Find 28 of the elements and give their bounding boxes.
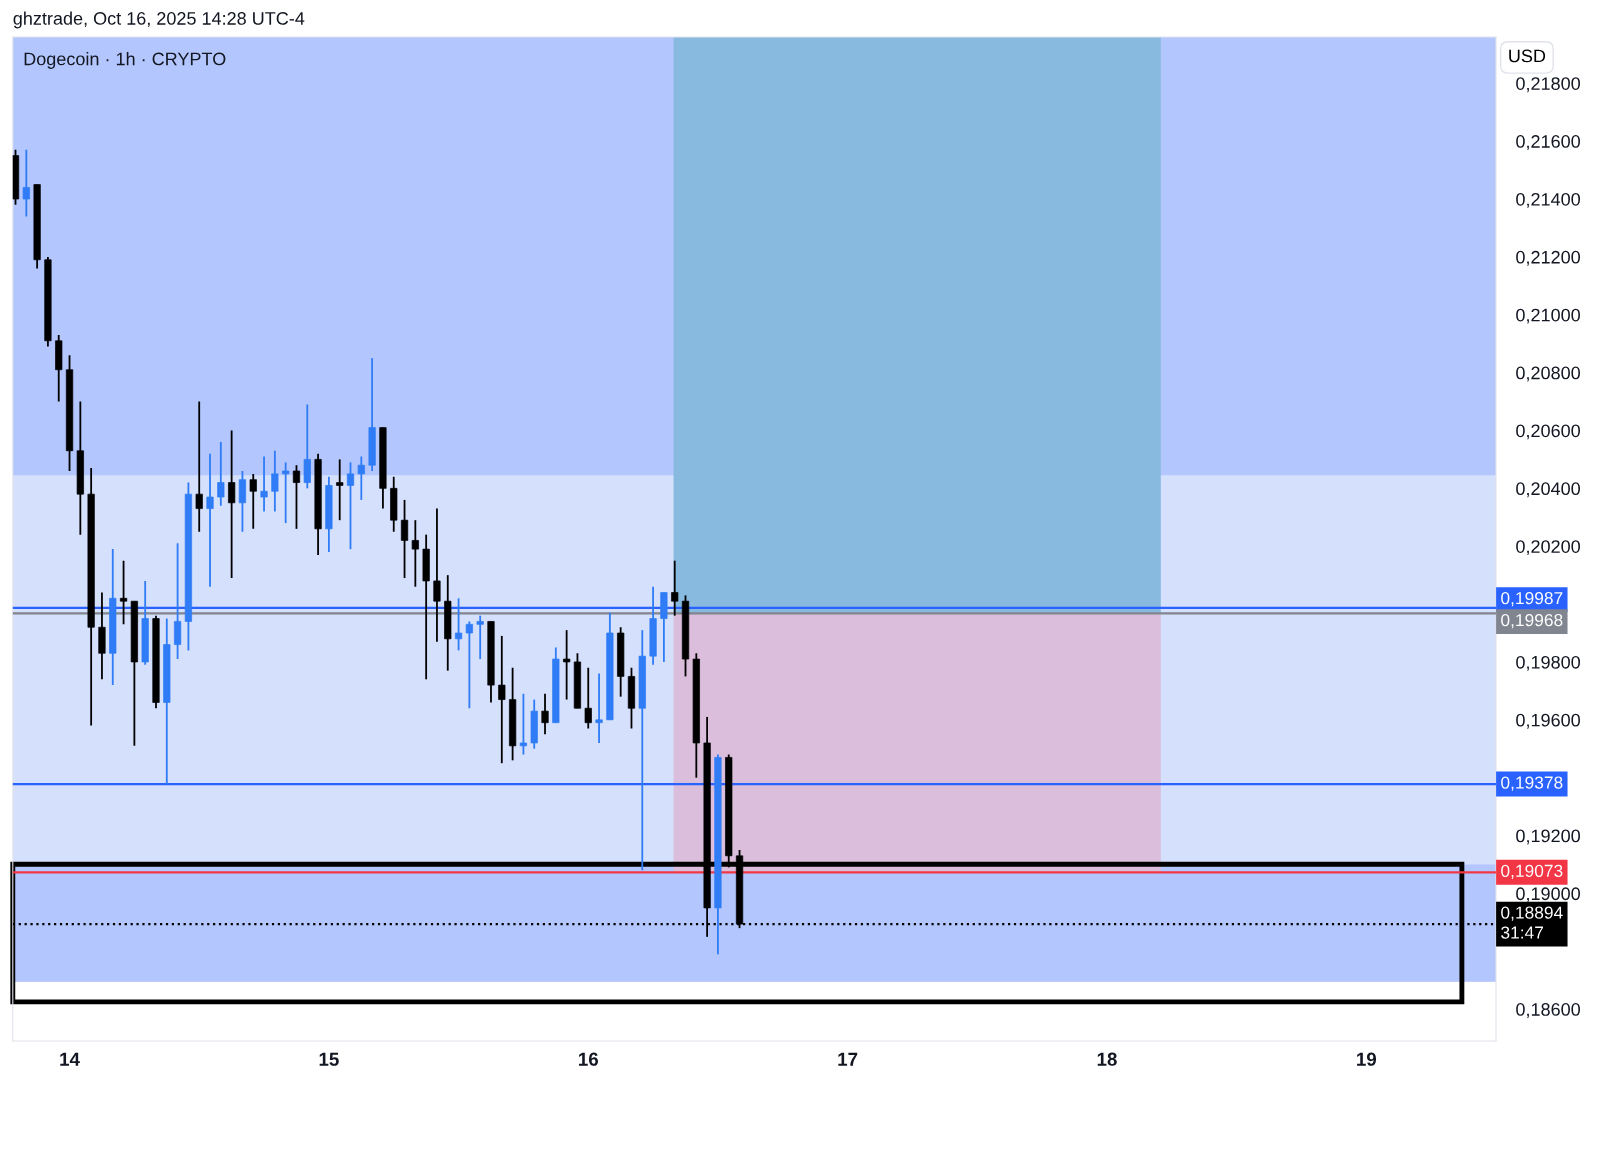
y-tick-label: 0,19000 [1516, 887, 1580, 903]
y-tick-label: 0,19200 [1516, 829, 1580, 845]
y-tick-label: 0,18600 [1516, 1003, 1580, 1018]
y-tick-label: 0,20200 [1516, 540, 1580, 556]
y-tick-label: 0,20600 [1516, 424, 1580, 440]
text: Dogecoin · 1h · CRYPTO [24, 52, 226, 69]
y-tick-label: 0,20400 [1516, 482, 1580, 498]
ref-line-label: 0,19378 [1501, 776, 1563, 791]
y-tick-label: 0,21600 [1516, 135, 1580, 150]
ref-line-label: 0,19968 [1501, 613, 1563, 629]
y-tick-label: 0,20800 [1516, 366, 1580, 382]
y-tick-label: 0,21000 [1516, 308, 1580, 324]
ref-line-label: 0,19073 [1501, 864, 1563, 880]
y-tick-label: 0,21800 [1516, 77, 1580, 93]
x-tick-label: 15 [319, 1052, 339, 1066]
ref-line-label: 0,18894 31:47 [1501, 906, 1563, 939]
ref-line-label: 0,19987 [1501, 591, 1563, 607]
x-tick-label: 16 [579, 1052, 598, 1066]
x-tick-label: 19 [1357, 1052, 1377, 1066]
y-tick-label: 0,19600 [1516, 713, 1580, 729]
x-tick-label: 14 [60, 1052, 80, 1066]
x-tick-label: 18 [1097, 1052, 1117, 1066]
text: ghztrade, Oct 16, 2025 14:28 UTC-4 [13, 11, 305, 29]
x-tick-label: 17 [838, 1052, 858, 1066]
y-tick-label: 0,21400 [1516, 192, 1580, 208]
y-tick-label: 0,19800 [1516, 655, 1580, 671]
y-tick-label: 0,21200 [1516, 250, 1580, 266]
y-axis-title: USD [1509, 49, 1546, 63]
